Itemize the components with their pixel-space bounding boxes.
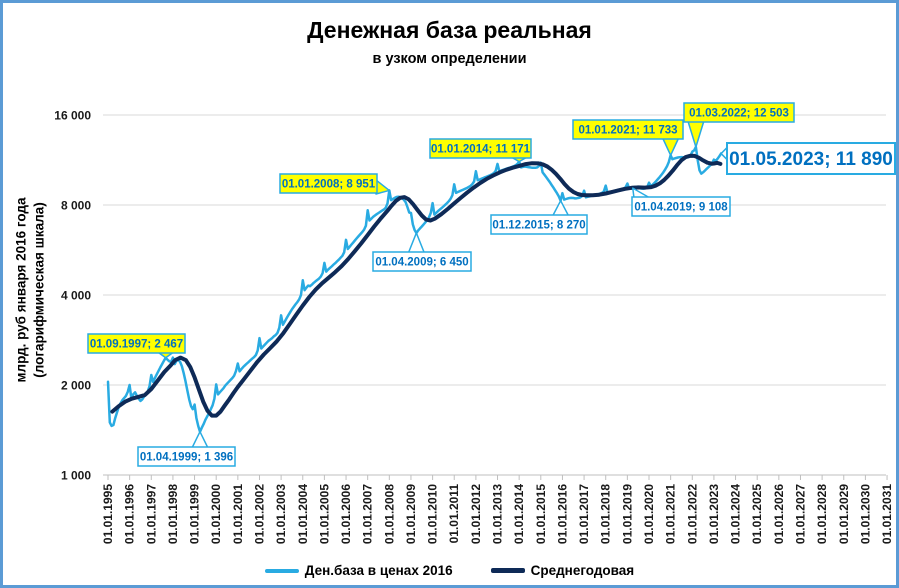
x-tick-label: 01.01.2022 (685, 484, 699, 544)
x-tick-label: 01.01.2011 (447, 484, 461, 544)
annotation-box (279, 173, 378, 194)
y-tick-label: 8 000 (61, 199, 91, 213)
y-tick-label: 1 000 (61, 469, 91, 483)
annotation-box (429, 138, 532, 159)
x-tick-label: 01.01.2020 (642, 484, 656, 544)
annotation-callout-9: 01.03.2022; 12 503 (683, 102, 795, 148)
annotation-callout-2: 01.04.1999; 1 396 (137, 430, 236, 467)
x-tick-label: 01.01.2014 (512, 484, 526, 544)
x-tick-label: 01.01.2031 (880, 484, 894, 544)
annotation-callout-7: 01.04.2019; 9 108 (631, 187, 731, 217)
x-tick-label: 01.01.2012 (469, 484, 483, 544)
x-tick-label: 01.01.2001 (231, 484, 245, 544)
annotation-label: 01.04.2019; 9 108 (634, 202, 728, 214)
annotation-label: 01.04.2009; 6 450 (375, 257, 468, 269)
x-tick-label: 01.01.2024 (729, 484, 743, 544)
legend-item-denbaza: Ден.база в ценах 2016 (264, 563, 453, 578)
x-tick-label: 01.01.1996 (123, 484, 137, 544)
x-tick-label: 01.01.2018 (599, 484, 613, 544)
x-tick-label: 01.01.2003 (274, 484, 288, 544)
annotation-pointer (375, 179, 391, 195)
annotation-pointer (687, 120, 705, 148)
x-tick-label: 01.01.2016 (555, 484, 569, 544)
x-tick-label: 01.01.2006 (339, 484, 353, 544)
annotation-label: 01.09.1997; 2 467 (90, 339, 183, 351)
y-tick-label: 16 000 (54, 109, 91, 123)
annotation-box (372, 251, 472, 272)
annotation-box (87, 333, 186, 354)
legend-item-srednegodovaya: Среднегодовая (490, 563, 635, 578)
x-tick-label: 01.01.1999 (188, 484, 202, 544)
annotation-box (726, 142, 896, 175)
x-tick-label: 01.01.2013 (491, 484, 505, 544)
x-tick-label: 01.01.2007 (361, 484, 375, 544)
annotation-label: 01.01.2008; 8 951 (282, 179, 376, 191)
x-tick-label: 01.01.2026 (772, 484, 786, 544)
x-tick-label: 01.01.2028 (815, 484, 829, 544)
annotation-callout-3: 01.01.2008; 8 951 (279, 173, 391, 195)
annotation-pointer (551, 199, 570, 217)
x-tick-label: 01.01.1998 (166, 484, 180, 544)
annotation-callout-4: 01.04.2009; 6 450 (372, 232, 472, 272)
x-tick-label: 01.01.2004 (296, 484, 310, 544)
legend-marker-denbaza (264, 568, 299, 573)
x-tick-label: 01.01.2019 (620, 484, 634, 544)
annotation-callout-6: 01.12.2015; 8 270 (490, 199, 588, 235)
x-tick-label: 01.01.2005 (317, 484, 331, 544)
x-tick-label: 01.01.2008 (382, 484, 396, 544)
x-tick-label: 01.01.2015 (534, 484, 548, 544)
x-tick-label: 01.01.2009 (404, 484, 418, 544)
x-tick-label: 01.01.2023 (707, 484, 721, 544)
x-tick-label: 01.01.1995 (101, 484, 115, 544)
annotation-box (137, 446, 236, 467)
legend-marker-srednegodovaya (490, 568, 525, 573)
annotation-box (572, 119, 684, 140)
x-tick-label: 01.01.2017 (577, 484, 591, 544)
annotation-callout-10: 01.05.2023; 11 890 (720, 142, 896, 175)
annotation-label: 01.05.2023; 11 890 (729, 149, 893, 170)
annotation-pointer (191, 430, 209, 449)
x-tick-label: 01.01.2000 (209, 484, 223, 544)
annotation-label: 01.12.2015; 8 270 (492, 220, 585, 232)
x-tick-label: 01.01.2029 (837, 484, 851, 544)
x-tick-label: 01.01.2027 (793, 484, 807, 544)
annotation-label: 01.01.2014; 11 171 (431, 144, 531, 156)
chart-subtitle: в узком определении (372, 51, 527, 67)
annotation-callout-1: 01.09.1997; 2 467 (87, 333, 186, 359)
annotation-box (631, 196, 731, 217)
y-tick-label: 2 000 (61, 379, 91, 393)
annotation-callout-8: 01.01.2021; 11 733 (572, 119, 684, 157)
legend: Ден.база в ценах 2016 Среднегодовая (3, 563, 896, 578)
legend-label-srednegodovaya: Среднегодовая (530, 563, 635, 578)
x-tick-label: 01.01.2010 (426, 484, 440, 544)
chart-title: Денежная база реальная (307, 17, 592, 43)
annotation-callout-5: 01.01.2014; 11 171 (429, 138, 532, 163)
x-tick-label: 01.01.2030 (858, 484, 872, 544)
annotation-pointer (407, 232, 426, 254)
annotation-label: 01.03.2022; 12 503 (689, 108, 789, 120)
x-tick-label: 01.01.2002 (252, 484, 266, 544)
annotation-box (490, 214, 588, 235)
annotation-box (683, 102, 795, 123)
annotation-pointer (661, 137, 680, 157)
legend-label-denbaza: Ден.база в ценах 2016 (304, 563, 453, 578)
x-tick-label: 01.01.2021 (664, 484, 678, 544)
x-tick-label: 01.01.1997 (144, 484, 158, 544)
x-tick-label: 01.01.2025 (750, 484, 764, 544)
series-line-srednegodovaya (110, 153, 723, 418)
annotation-label: 01.01.2021; 11 733 (578, 125, 677, 137)
y-tick-label: 4 000 (61, 289, 91, 303)
annotation-label: 01.04.1999; 1 396 (140, 452, 233, 464)
plot-area: 16 000 8 000 4 000 2 000 1 000 01.01.1995 01.0… (54, 102, 896, 544)
